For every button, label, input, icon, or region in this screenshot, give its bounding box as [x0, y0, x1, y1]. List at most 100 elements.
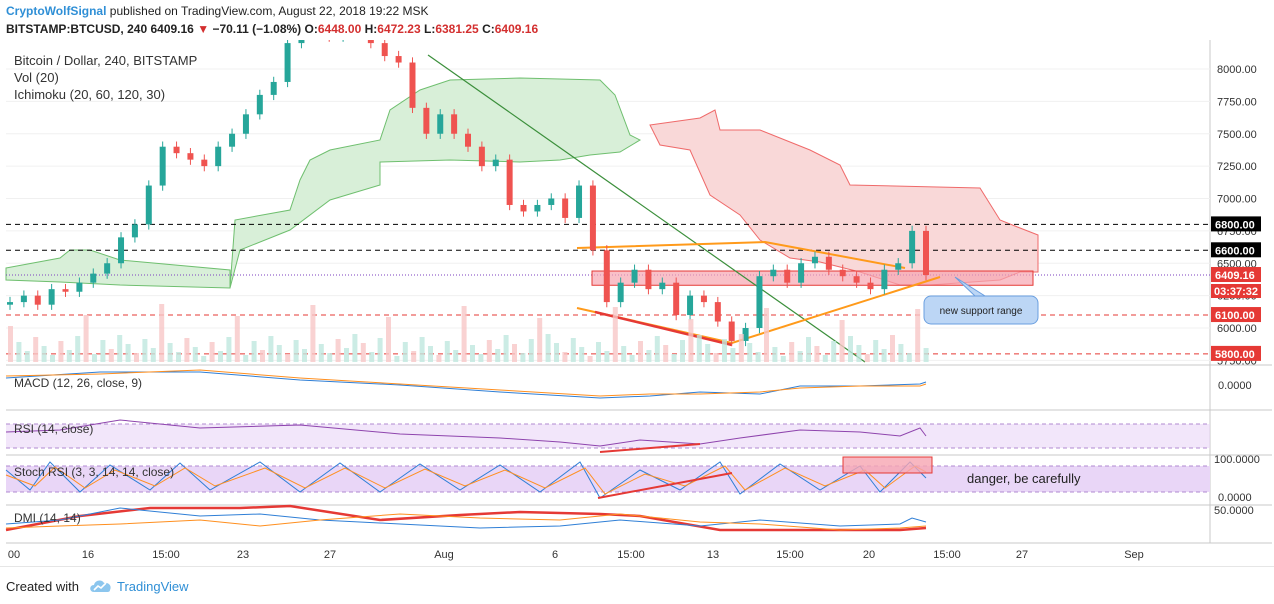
candle-body-10[interactable]	[145, 185, 152, 225]
candle-body-7[interactable]	[104, 263, 111, 274]
chart-canvas[interactable]: new support range Bitcoin / Dollar, 240,…	[0, 40, 1274, 566]
candle-body-19[interactable]	[270, 81, 277, 95]
candle-body-61[interactable]	[853, 276, 860, 283]
time-tick-7: 15:00	[617, 549, 645, 561]
candle-body-46[interactable]	[645, 269, 652, 290]
candle-body-60[interactable]	[839, 269, 846, 277]
volume-bar-5	[50, 355, 55, 362]
level-label-bg-3	[1211, 307, 1261, 323]
candle-body-3[interactable]	[48, 289, 55, 305]
volume-bar-21	[184, 338, 190, 362]
candle-body-39[interactable]	[548, 198, 555, 205]
candle-body-45[interactable]	[631, 269, 638, 283]
candle-body-8[interactable]	[118, 237, 125, 264]
candle-body-49[interactable]	[687, 295, 694, 316]
time-axis[interactable]: 00 16 15:00 23 27 Aug 6 15:00 13 15:00 20 15:00 27 Se…	[8, 549, 1144, 561]
volume-bar-55	[470, 345, 475, 362]
candle-body-41[interactable]	[576, 185, 583, 218]
candle-body-37[interactable]	[520, 204, 527, 212]
candle-body-57[interactable]	[798, 263, 805, 283]
candle-body-0[interactable]	[7, 302, 13, 305]
candle-body-17[interactable]	[242, 114, 249, 134]
volume-bar-104	[881, 349, 887, 362]
level-label-2: 6409.16	[1215, 270, 1255, 282]
tradingview-link[interactable]: TradingView	[117, 579, 189, 594]
volume-bar-81	[688, 319, 694, 362]
candlestick-series[interactable]	[7, 40, 929, 347]
ichimoku-cloud-green-2	[5, 249, 231, 289]
tradingview-cloud-icon[interactable]	[88, 577, 114, 595]
volume-bar-19	[167, 343, 173, 362]
candle-body-64[interactable]	[895, 263, 902, 270]
candle-body-55[interactable]	[770, 269, 777, 277]
candle-body-14[interactable]	[201, 159, 208, 167]
chart-header: CryptoWolfSignal published on TradingVie…	[0, 0, 1274, 40]
candle-body-48[interactable]	[673, 282, 680, 316]
volume-bar-100	[848, 336, 853, 362]
candle-body-2[interactable]	[34, 295, 41, 305]
candle-body-65[interactable]	[909, 230, 916, 264]
candle-body-50[interactable]	[700, 295, 707, 303]
candle-body-18[interactable]	[256, 94, 263, 115]
volume-bar-13	[117, 335, 123, 362]
candle-body-35[interactable]	[492, 159, 499, 167]
candle-body-59[interactable]	[825, 256, 832, 270]
stoch-divergence-line[interactable]	[597, 472, 733, 499]
candle-body-13[interactable]	[187, 153, 194, 160]
candle-body-47[interactable]	[659, 282, 666, 290]
volume-bar-52	[444, 341, 450, 362]
macd-tick: 0.0000	[1218, 380, 1252, 392]
candle-body-54[interactable]	[756, 276, 763, 328]
candle-body-38[interactable]	[534, 204, 541, 212]
countdown-label: 03:37:32	[1214, 286, 1258, 298]
red-support-trendline[interactable]	[594, 310, 733, 347]
candle-body-29[interactable]	[409, 62, 416, 108]
published-text: published on TradingView.com, August 22,…	[109, 4, 429, 18]
candle-body-51[interactable]	[714, 302, 721, 322]
volume-bar-27	[234, 316, 240, 362]
candle-body-44[interactable]	[617, 282, 624, 303]
volume-bar-45	[386, 317, 391, 362]
candle-body-4[interactable]	[62, 289, 69, 292]
candle-body-42[interactable]	[589, 185, 596, 251]
volume-bar-38	[327, 353, 333, 362]
candle-body-20[interactable]	[284, 43, 291, 82]
candle-body-34[interactable]	[478, 146, 485, 167]
candle-body-30[interactable]	[423, 107, 430, 134]
candle-body-1[interactable]	[20, 295, 27, 303]
candle-body-52[interactable]	[728, 321, 735, 341]
candle-body-40[interactable]	[562, 198, 569, 218]
candle-body-11[interactable]	[159, 146, 166, 186]
candle-body-32[interactable]	[451, 114, 458, 134]
candle-body-33[interactable]	[465, 133, 471, 147]
candle-body-27[interactable]	[381, 43, 388, 57]
candle-body-16[interactable]	[229, 133, 236, 147]
legend-rsi: RSI (14, close)	[14, 422, 93, 436]
danger-box[interactable]	[842, 456, 933, 474]
candle-body-53[interactable]	[742, 328, 749, 341]
candle-body-63[interactable]	[881, 269, 888, 290]
candle-body-28[interactable]	[395, 56, 402, 63]
volume-bar-24	[209, 342, 215, 362]
volume-bar-10	[92, 354, 97, 362]
candle-body-9[interactable]	[131, 224, 138, 238]
candle-body-21[interactable]	[298, 40, 305, 44]
candle-body-26[interactable]	[367, 40, 374, 44]
candle-body-12[interactable]	[173, 146, 180, 154]
candle-body-6[interactable]	[90, 273, 97, 283]
candle-body-15[interactable]	[215, 146, 222, 167]
candle-body-58[interactable]	[811, 256, 818, 264]
triangle-upper-line[interactable]	[576, 240, 906, 269]
support-callout-box[interactable]	[923, 295, 1039, 325]
rsi-divergence-line[interactable]	[599, 443, 701, 453]
candle-body-56[interactable]	[784, 269, 791, 283]
candle-body-43[interactable]	[603, 250, 610, 303]
author-name[interactable]: CryptoWolfSignal	[6, 4, 107, 18]
support-range-box[interactable]	[591, 270, 1034, 286]
descending-trendline[interactable]	[427, 54, 866, 363]
candle-body-62[interactable]	[867, 282, 874, 290]
candle-body-36[interactable]	[506, 159, 513, 205]
candle-body-31[interactable]	[437, 114, 444, 134]
candle-body-66[interactable]	[923, 230, 929, 276]
candle-body-5[interactable]	[76, 282, 83, 292]
